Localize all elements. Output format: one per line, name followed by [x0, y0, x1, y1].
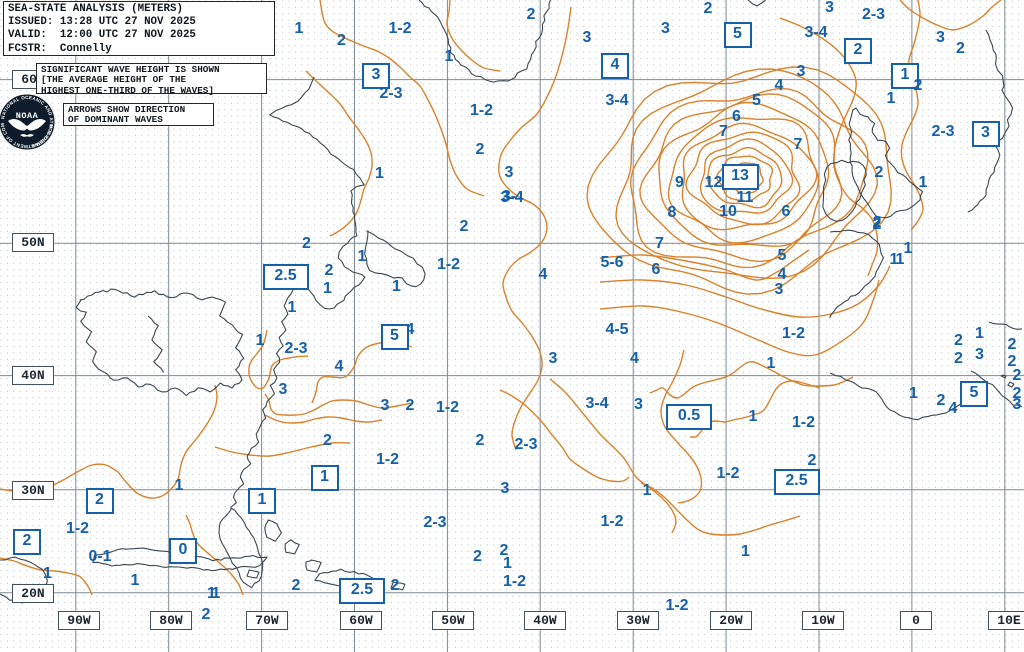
- svg-text:NOAA: NOAA: [16, 111, 39, 121]
